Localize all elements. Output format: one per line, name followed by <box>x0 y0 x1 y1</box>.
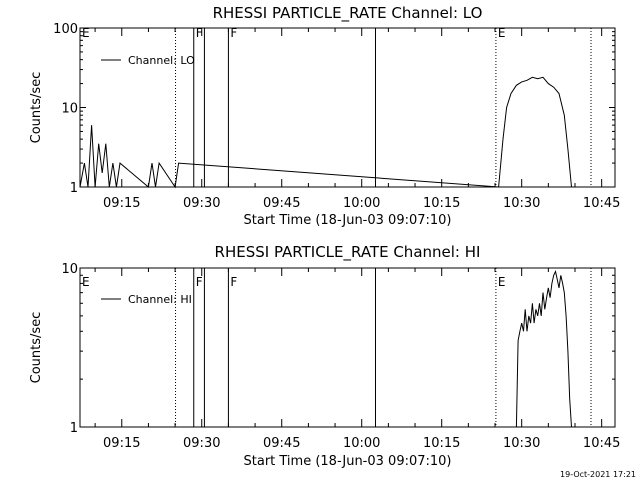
x-tick-label: 09:45 <box>263 196 300 211</box>
x-tick-label: 09:15 <box>103 436 140 451</box>
y-axis-label: Counts/sec <box>29 72 44 144</box>
event-marker-label: F <box>196 26 203 40</box>
x-tick-label: 10:15 <box>423 436 460 451</box>
chart-panel-lo: RHESSI PARTICLE_RATE Channel: LO 1 10 100 09… <box>29 4 620 228</box>
y-tick-label: 10 <box>61 102 78 117</box>
x-axis-label: Start Time (18-Jun-03 09:07:10) <box>244 213 452 228</box>
x-tick-label: 09:30 <box>183 436 220 451</box>
plot-frame <box>79 267 616 428</box>
x-tick-label: 10:45 <box>583 196 620 211</box>
chart-title: RHESSI PARTICLE_RATE Channel: LO <box>213 4 483 23</box>
x-tick-label: 09:30 <box>183 196 220 211</box>
timestamp-label: 19-Oct-2021 17:21 <box>560 470 636 479</box>
x-tick-label: 10:30 <box>503 196 540 211</box>
legend-label: Channel: HI <box>128 293 192 306</box>
x-tick-label: 10:45 <box>583 436 620 451</box>
event-marker-label: E <box>498 26 506 40</box>
x-axis-label: Start Time (18-Jun-03 09:07:10) <box>244 454 452 469</box>
y-tick-label: 1 <box>70 181 78 196</box>
series-line <box>79 76 572 189</box>
x-tick-label: 10:15 <box>423 196 460 211</box>
x-tick-label: 10:30 <box>503 436 540 451</box>
y-tick-label: 100 <box>53 22 78 37</box>
x-tick-label: 09:15 <box>103 196 140 211</box>
plot-frame <box>79 27 616 188</box>
y-tick-label: 10 <box>61 262 78 277</box>
event-marker-label: E <box>82 26 90 40</box>
event-marker-label: E <box>82 275 90 289</box>
event-marker-label: E <box>498 275 506 289</box>
x-tick-label: 10:00 <box>343 436 380 451</box>
event-marker-label: F <box>230 275 237 289</box>
x-tick-label: 09:45 <box>263 436 300 451</box>
x-tick-label: 10:00 <box>343 196 380 211</box>
chart-panel-hi: RHESSI PARTICLE_RATE Channel: HI 1 10 09:15… <box>29 243 620 469</box>
y-axis-label: Counts/sec <box>29 312 44 384</box>
y-tick-label: 1 <box>70 421 78 436</box>
event-marker-label: F <box>196 275 203 289</box>
legend-label: Channel: LO <box>128 54 195 67</box>
series-line <box>515 269 572 428</box>
chart-title: RHESSI PARTICLE_RATE Channel: HI <box>215 243 481 262</box>
event-marker-label: F <box>230 26 237 40</box>
